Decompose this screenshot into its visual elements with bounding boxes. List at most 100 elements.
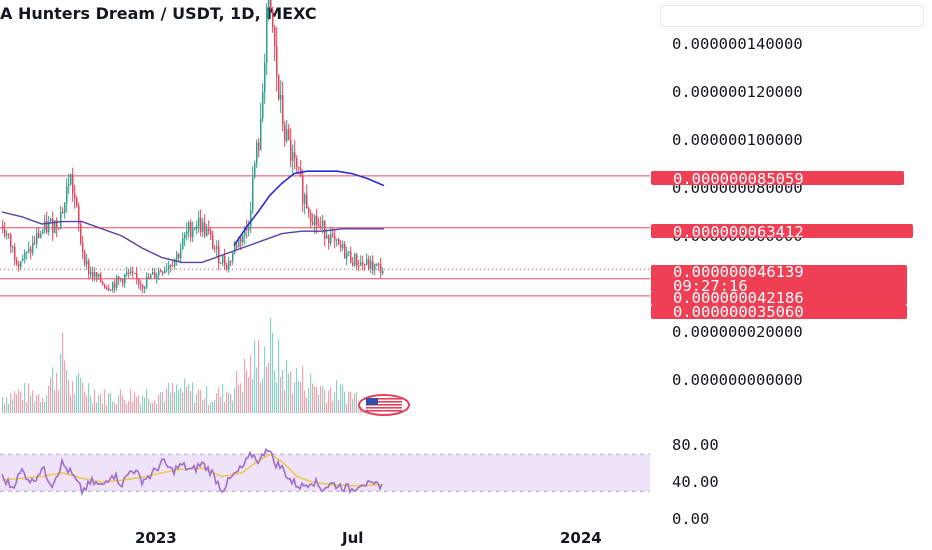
volume-bar (208, 404, 210, 413)
volume-bar (24, 383, 26, 413)
level-tag (651, 224, 913, 238)
rsi-tick-label: 0.00 (672, 510, 709, 528)
volume-bar (300, 382, 302, 413)
volume-bar (48, 385, 50, 413)
candle-body (206, 228, 208, 236)
volume-bar (238, 384, 240, 413)
volume-bar (32, 390, 34, 413)
candle-body (28, 248, 30, 252)
candle-body (190, 222, 192, 237)
candle-body (140, 284, 142, 286)
volume-bar (206, 386, 208, 413)
volume-bar (146, 389, 148, 413)
candle-body (320, 225, 322, 227)
price-axis[interactable]: 0.000000140000 0.000000120000 0.0000001000… (672, 35, 803, 528)
volume-bar (106, 405, 108, 413)
candle-body (196, 226, 198, 229)
volume-bar (126, 404, 128, 413)
candle-body (232, 252, 234, 261)
volume-bar (246, 370, 248, 413)
price-tag-label: 0.000000046139 (673, 263, 804, 281)
candle-body (378, 264, 380, 266)
candle-body (266, 7, 268, 63)
volume-bar (322, 386, 324, 413)
candle-body (258, 142, 260, 151)
volume-bar (332, 401, 334, 413)
volume-bar (160, 392, 162, 413)
candle-body (272, 9, 274, 28)
candle-body (214, 248, 216, 250)
volume-bar (36, 395, 38, 413)
volume-bar (286, 359, 288, 413)
candle-body (222, 255, 224, 263)
candle-body (278, 75, 280, 100)
candle-body (170, 265, 172, 267)
volume-bar (144, 397, 146, 413)
candle-body (14, 246, 16, 260)
candle-body (226, 264, 228, 270)
candle-body (58, 228, 60, 230)
candle-body (198, 217, 200, 227)
candle-body (242, 235, 244, 243)
volume-bar (168, 382, 170, 413)
volume-bar (58, 390, 60, 413)
volume-bar (198, 389, 200, 413)
us-flag-icon[interactable] (358, 394, 410, 416)
volume-bar (302, 366, 304, 413)
candle-body (64, 202, 66, 213)
flag-stripe (366, 407, 402, 409)
candle-body (236, 245, 238, 248)
candle-body (24, 252, 26, 259)
volume-bar (272, 332, 274, 413)
volume-bar (234, 387, 236, 413)
volume-bar (94, 389, 96, 413)
candle-body (80, 224, 82, 244)
price-tag-label: 09:27:16 (673, 277, 748, 295)
candle-body (304, 194, 306, 204)
rsi-tick-label: 80.00 (672, 436, 719, 454)
volume-bar (194, 402, 196, 413)
candle-body (102, 282, 104, 285)
time-tick-label: 2024 (560, 529, 602, 547)
volume-bar (28, 383, 30, 413)
candle-body (374, 264, 376, 271)
candle-body (34, 242, 36, 244)
price-tick-label: 0.000000100000 (672, 131, 803, 149)
candle-body (114, 282, 116, 288)
candle-body (288, 129, 290, 141)
candle-body (76, 198, 78, 206)
candle-body (376, 264, 378, 266)
candle-body (142, 285, 144, 289)
candle-body (238, 237, 240, 248)
candle-body (38, 232, 40, 238)
price-tag-label: 0.000000035060 (673, 303, 804, 321)
candle-body (336, 239, 338, 241)
flag-stripe (366, 398, 402, 400)
candle-body (120, 279, 122, 281)
candle-body (74, 193, 76, 199)
price-tick-label: 0.000000000000 (672, 371, 803, 389)
candle-body (100, 274, 102, 283)
candle-body (346, 252, 348, 259)
candle-body (168, 265, 170, 270)
candle-body (246, 228, 248, 231)
volume-bar (240, 383, 242, 413)
candle-body (18, 264, 20, 267)
candle-body (338, 239, 340, 245)
indicator-search-box[interactable] (660, 5, 924, 27)
candle-body (286, 129, 288, 141)
candle-body (294, 152, 296, 159)
candle-body (212, 234, 214, 249)
volume-bar (90, 395, 92, 413)
volume-bar (20, 391, 22, 413)
price-tag-label: 0.000000063412 (673, 223, 804, 241)
volume-bar (4, 403, 6, 413)
candle-body (314, 215, 316, 226)
candle-body (312, 221, 314, 226)
flag-stripe (366, 410, 402, 412)
time-axis[interactable]: 2023 Jul 2024 (135, 529, 602, 547)
volume-bar (222, 383, 224, 413)
candle-body (316, 215, 318, 226)
volume-bar (224, 401, 226, 413)
